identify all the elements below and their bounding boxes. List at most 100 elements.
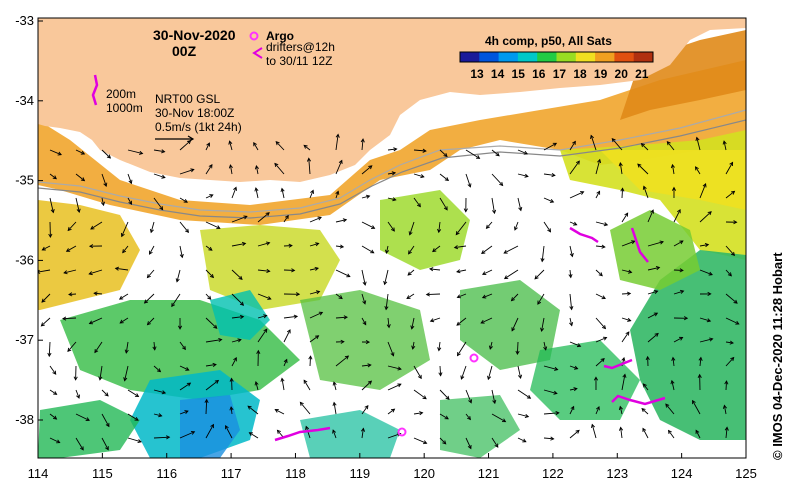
- current-vector: [280, 377, 285, 391]
- colorbar-tick-label: 20: [615, 67, 629, 81]
- current-vector: [621, 291, 632, 296]
- current-vector: [439, 413, 449, 420]
- current-vector: [595, 269, 603, 277]
- current-vector: [413, 173, 425, 179]
- current-vector: [595, 221, 609, 227]
- current-vector: [725, 356, 735, 367]
- current-vector: [387, 197, 397, 202]
- x-tick-label: 121: [478, 466, 500, 481]
- current-vector: [673, 316, 689, 321]
- plot-border: [37, 17, 747, 459]
- current-vector: [439, 149, 448, 158]
- current-vector: [386, 317, 391, 329]
- current-vector: [309, 290, 321, 295]
- current-vector: [175, 269, 181, 283]
- current-vector: [491, 149, 500, 157]
- current-vector: [666, 141, 675, 151]
- current-vector: [465, 389, 473, 404]
- colorbar-title: 4h comp, p50, All Sats: [485, 34, 612, 48]
- current-vector: [153, 173, 166, 179]
- current-vector: [205, 423, 214, 439]
- drifter-symbol-icon: [252, 47, 263, 59]
- current-vector: [179, 410, 189, 415]
- current-vector: [670, 379, 675, 391]
- current-vector: [225, 424, 233, 439]
- current-vector: [41, 245, 51, 251]
- x-tick-label: 119: [349, 466, 370, 481]
- current-vector: [205, 337, 223, 343]
- colorbar-tick-label: 16: [532, 67, 546, 81]
- current-vector: [595, 244, 606, 249]
- current-vector: [699, 242, 710, 248]
- x-tick-label: 120: [413, 466, 435, 481]
- current-vector: [491, 197, 497, 215]
- current-vector: [335, 244, 345, 249]
- current-vector: [49, 149, 62, 156]
- current-vector: [647, 289, 659, 295]
- current-vector: [179, 341, 186, 351]
- current-vector: [361, 404, 369, 415]
- colorbar-tick-label: 19: [594, 67, 608, 81]
- current-vector: [488, 341, 493, 350]
- x-tick-label: 125: [735, 466, 757, 481]
- current-vector: [332, 401, 337, 415]
- colorbar-swatch: [517, 52, 538, 62]
- current-vector: [257, 268, 271, 274]
- current-vector: [665, 403, 675, 415]
- current-vector: [90, 221, 103, 230]
- current-vector: [303, 379, 311, 391]
- current-vector: [595, 317, 607, 330]
- current-vector: [569, 191, 585, 199]
- current-vector: [254, 165, 259, 175]
- current-vector: [724, 426, 729, 439]
- current-vector: [537, 293, 545, 305]
- current-vector: [480, 317, 493, 324]
- credit-text: © IMOS 04-Dec-2020 11:28 Hobart: [770, 252, 785, 460]
- current-vector: [254, 381, 259, 391]
- current-vector: [569, 341, 582, 348]
- current-vector: [432, 245, 441, 253]
- current-vector: [257, 293, 272, 300]
- x-tick-label: 118: [285, 466, 306, 481]
- current-vector: [303, 144, 311, 151]
- current-vector: [152, 341, 157, 351]
- current-vector: [88, 244, 103, 249]
- current-vector: [387, 221, 395, 232]
- current-vector: [725, 269, 732, 277]
- current-vector: [361, 317, 367, 326]
- current-vector: [642, 185, 649, 199]
- current-vector: [413, 389, 427, 400]
- colorbar-swatch: [595, 52, 615, 62]
- date-label: 30-Nov-2020: [153, 27, 236, 43]
- current-vector: [387, 383, 402, 391]
- current-vector: [335, 133, 340, 151]
- current-vector: [101, 173, 108, 187]
- current-vector: [118, 293, 129, 300]
- drifters-label-line2: to 30/11 12Z: [266, 54, 333, 68]
- current-vector: [695, 429, 701, 439]
- y-tick-label: -35: [15, 173, 34, 188]
- drifter-tracks: [91, 74, 666, 442]
- current-vector: [127, 389, 140, 398]
- current-vector: [88, 269, 103, 276]
- current-vector: [481, 293, 493, 299]
- argo-symbol-icon: [249, 31, 259, 41]
- current-vector: [75, 389, 80, 399]
- colorbar-tick-label: 13: [470, 67, 484, 81]
- current-vector: [514, 221, 519, 231]
- current-vector: [637, 163, 649, 175]
- current-vector: [593, 376, 599, 391]
- current-vector: [75, 173, 86, 182]
- current-vector: [540, 317, 545, 333]
- current-vector: [49, 365, 57, 375]
- current-vector: [361, 245, 375, 254]
- drifter-track: [603, 358, 633, 370]
- colorbar-swatch: [479, 52, 500, 62]
- current-vector: [724, 380, 729, 391]
- current-vector: [179, 221, 190, 234]
- current-vector: [383, 269, 389, 286]
- current-vector: [670, 163, 675, 175]
- current-vector: [406, 293, 415, 300]
- drifter-track: [91, 74, 99, 106]
- current-vector: [620, 187, 625, 199]
